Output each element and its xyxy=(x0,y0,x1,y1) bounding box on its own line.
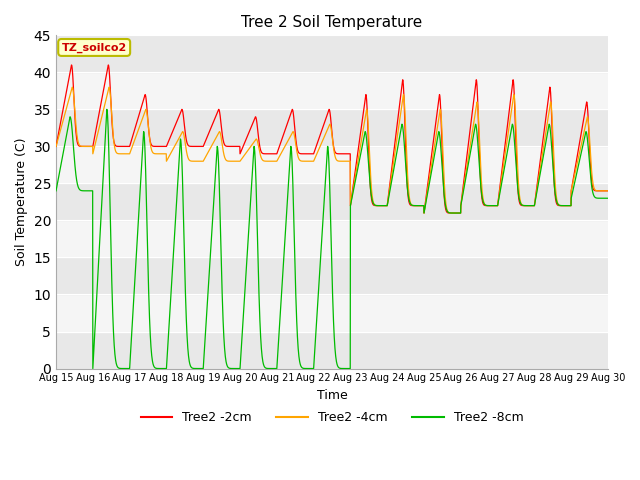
Bar xyxy=(56,109,608,146)
X-axis label: Time: Time xyxy=(317,389,348,402)
Legend: Tree2 -2cm, Tree2 -4cm, Tree2 -8cm: Tree2 -2cm, Tree2 -4cm, Tree2 -8cm xyxy=(136,406,528,429)
Bar xyxy=(56,183,608,220)
Bar xyxy=(56,295,608,332)
Bar xyxy=(56,72,608,109)
Bar xyxy=(56,257,608,295)
Title: Tree 2 Soil Temperature: Tree 2 Soil Temperature xyxy=(241,15,422,30)
Text: TZ_soilco2: TZ_soilco2 xyxy=(61,42,127,53)
Bar xyxy=(56,332,608,369)
Bar xyxy=(56,146,608,183)
Bar xyxy=(56,220,608,257)
Y-axis label: Soil Temperature (C): Soil Temperature (C) xyxy=(15,138,28,266)
Bar xyxy=(56,36,608,72)
